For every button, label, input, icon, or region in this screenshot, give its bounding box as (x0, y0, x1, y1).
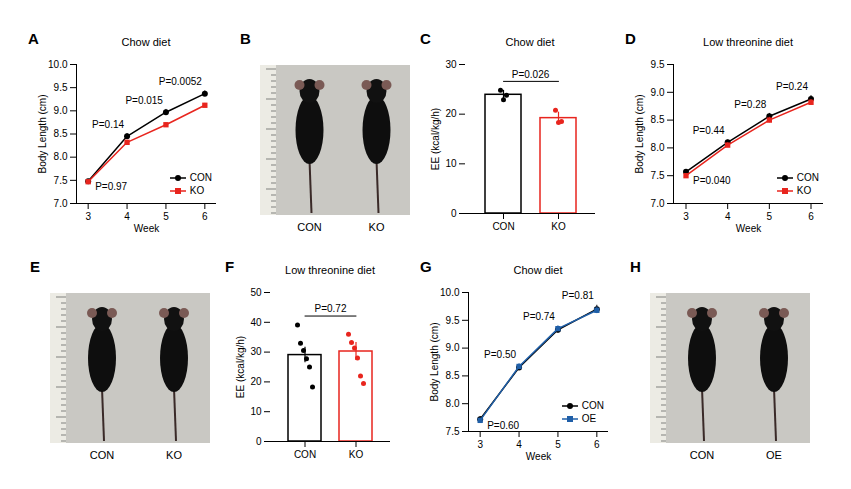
svg-text:P=0.0052: P=0.0052 (159, 76, 203, 87)
svg-text:P=0.28: P=0.28 (734, 99, 766, 110)
svg-text:9.0: 9.0 (446, 342, 460, 353)
svg-text:8.0: 8.0 (446, 398, 460, 409)
svg-text:20: 20 (250, 376, 262, 387)
svg-text:6: 6 (808, 211, 814, 222)
html-text:H: H (630, 258, 641, 275)
svg-text:9.0: 9.0 (54, 105, 68, 116)
html-text:E: E (30, 258, 40, 275)
svg-text:8.0: 8.0 (54, 151, 68, 162)
svg-text:Body Length (cm): Body Length (cm) (37, 95, 48, 174)
svg-text:KO: KO (551, 221, 566, 232)
html-text:F: F (225, 258, 235, 275)
svg-text:40: 40 (250, 317, 262, 328)
html-text:OE: OE (581, 413, 597, 424)
html-text:KO: KO (368, 221, 385, 233)
html-text:Chow diet: Chow diet (505, 36, 555, 48)
svg-text:P=0.74: P=0.74 (523, 311, 555, 322)
svg-text:KO: KO (349, 449, 364, 460)
svg-text:4: 4 (124, 211, 130, 222)
svg-text:30: 30 (250, 346, 262, 357)
svg-text:5: 5 (163, 211, 169, 222)
svg-text:0: 0 (451, 208, 457, 219)
html-text:G: G (420, 258, 432, 275)
svg-text:Week: Week (134, 223, 160, 234)
svg-text:9.5: 9.5 (446, 315, 460, 326)
html-text:KO: KO (166, 449, 182, 461)
svg-text:8.0: 8.0 (651, 142, 665, 153)
html-text:CON: CON (189, 172, 212, 183)
svg-text:Week: Week (526, 451, 552, 462)
html-text:A: A (28, 30, 39, 47)
svg-text:6: 6 (594, 439, 600, 450)
svg-text:7.5: 7.5 (54, 175, 68, 186)
svg-text:CON: CON (492, 221, 514, 232)
svg-text:9.0: 9.0 (651, 87, 665, 98)
svg-text:6: 6 (202, 211, 208, 222)
svg-text:3: 3 (683, 211, 689, 222)
svg-text:3: 3 (477, 439, 483, 450)
svg-text:P=0.50: P=0.50 (484, 349, 516, 360)
html-text:KO: KO (796, 185, 812, 196)
svg-text:P=0.24: P=0.24 (776, 81, 808, 92)
svg-text:P=0.040: P=0.040 (693, 175, 731, 186)
svg-text:20: 20 (445, 108, 457, 119)
svg-text:Week: Week (736, 223, 762, 234)
svg-text:P=0.015: P=0.015 (125, 95, 163, 106)
svg-text:30: 30 (445, 59, 457, 70)
html-text:Chow diet: Chow diet (121, 36, 171, 48)
html-text:Chow diet: Chow diet (513, 264, 563, 276)
svg-text:Body Length (cm): Body Length (cm) (634, 95, 645, 174)
svg-text:7.0: 7.0 (54, 198, 68, 209)
svg-text:10: 10 (250, 406, 262, 417)
svg-text:P=0.60: P=0.60 (487, 420, 519, 431)
html-text:CON: CON (796, 172, 819, 183)
svg-text:EE (kcal/kg/h): EE (kcal/kg/h) (430, 108, 441, 170)
svg-text:8.5: 8.5 (446, 370, 460, 381)
svg-text:P=0.72: P=0.72 (315, 303, 347, 314)
html-text:B: B (240, 30, 251, 47)
svg-text:9.5: 9.5 (651, 59, 665, 70)
svg-text:P=0.14: P=0.14 (92, 119, 124, 130)
svg-text:8.5: 8.5 (54, 128, 68, 139)
svg-text:3: 3 (85, 211, 91, 222)
svg-text:9.5: 9.5 (54, 82, 68, 93)
svg-text:5: 5 (767, 211, 773, 222)
svg-text:10.0: 10.0 (440, 287, 460, 298)
html-text:KO: KO (189, 185, 205, 196)
svg-text:P=0.97: P=0.97 (95, 181, 127, 192)
svg-text:P=0.44: P=0.44 (693, 125, 725, 136)
html-text:Low threonine diet: Low threonine diet (285, 264, 375, 276)
html-text:CON: CON (297, 221, 322, 233)
html-text:Low threonine diet: Low threonine diet (703, 36, 793, 48)
svg-text:7.5: 7.5 (651, 170, 665, 181)
svg-text:7.5: 7.5 (446, 426, 460, 437)
svg-text:P=0.026: P=0.026 (512, 69, 550, 80)
svg-text:50: 50 (250, 287, 262, 298)
svg-text:CON: CON (294, 449, 316, 460)
html-text:CON: CON (689, 449, 715, 461)
svg-text:10: 10 (445, 158, 457, 169)
html-text:OE: OE (766, 449, 782, 461)
svg-text:10.0: 10.0 (48, 59, 68, 70)
svg-text:4: 4 (725, 211, 731, 222)
svg-text:4: 4 (516, 439, 522, 450)
html-text:D: D (625, 30, 636, 47)
svg-text:8.5: 8.5 (651, 114, 665, 125)
html-text:CON: CON (89, 449, 115, 461)
html-text:C: C (420, 30, 431, 47)
svg-text:5: 5 (555, 439, 561, 450)
html-text:CON: CON (581, 400, 604, 411)
svg-text:P=0.81: P=0.81 (562, 290, 594, 301)
svg-text:0: 0 (256, 436, 262, 447)
svg-text:EE (kcal/kg/h): EE (kcal/kg/h) (235, 336, 246, 398)
svg-text:Body Length (cm): Body Length (cm) (429, 323, 440, 402)
svg-text:7.0: 7.0 (651, 198, 665, 209)
